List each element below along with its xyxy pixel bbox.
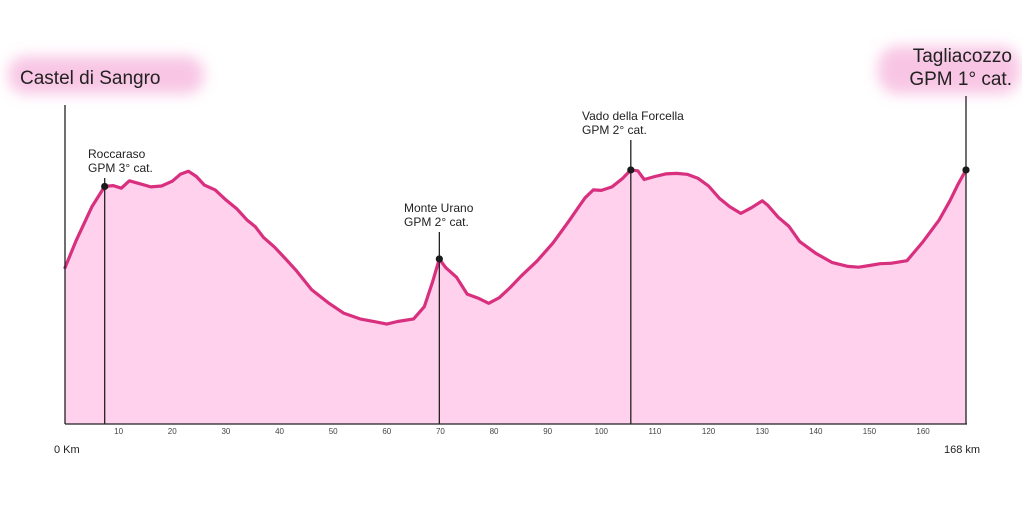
climb-marker-dot (435, 255, 443, 263)
x-tick-label: 10 (114, 427, 123, 436)
x-tick-label: 50 (329, 427, 338, 436)
finish-city-label: Tagliacozzo (913, 46, 1012, 67)
x-tick-label: 60 (382, 427, 391, 436)
x-tick-label: 110 (649, 427, 662, 436)
x-tick-label: 100 (595, 427, 609, 436)
x-tick-label: 80 (490, 427, 499, 436)
climb-category-label: GPM 2° cat. (582, 123, 647, 137)
start-distance-label: 0 Km (54, 444, 80, 456)
climb-category-label: GPM 2° cat. (404, 215, 469, 229)
start-city-label: Castel di Sangro (20, 68, 160, 89)
profile-line (63, 168, 968, 326)
climb-name-label: Roccaraso (88, 147, 146, 161)
x-tick-label: 120 (702, 427, 716, 436)
profile-area (63, 168, 968, 424)
profile-fill (65, 169, 966, 424)
climb-category-label: GPM 3° cat. (88, 161, 153, 175)
finish-highlight (878, 46, 1020, 94)
climb-name-label: Vado della Forcella (582, 109, 684, 123)
x-tick-label: 20 (168, 427, 177, 436)
climb-marker-dot (101, 182, 109, 191)
x-tick-label: 40 (275, 427, 284, 436)
finish-climb-label: GPM 1° cat. (909, 69, 1012, 90)
climb-marker-dot (962, 166, 970, 174)
x-tick-label: 150 (863, 427, 877, 436)
x-tick-label: 160 (916, 427, 930, 436)
distance-axis: 10 20 30 40 50 60 70 80 90 100 110 120 130 140 150 160 (64, 105, 967, 436)
x-tick-label: 130 (756, 427, 770, 436)
x-tick-label: 30 (221, 427, 230, 436)
climb-name-label: Monte Urano (404, 201, 474, 215)
x-tick-label: 70 (436, 427, 445, 436)
start-highlight (8, 56, 204, 94)
climb-marker-dot (627, 166, 635, 174)
x-tick-label: 140 (809, 427, 823, 436)
end-distance-label: 168 km (944, 444, 980, 456)
x-tick-label: 90 (543, 427, 552, 436)
